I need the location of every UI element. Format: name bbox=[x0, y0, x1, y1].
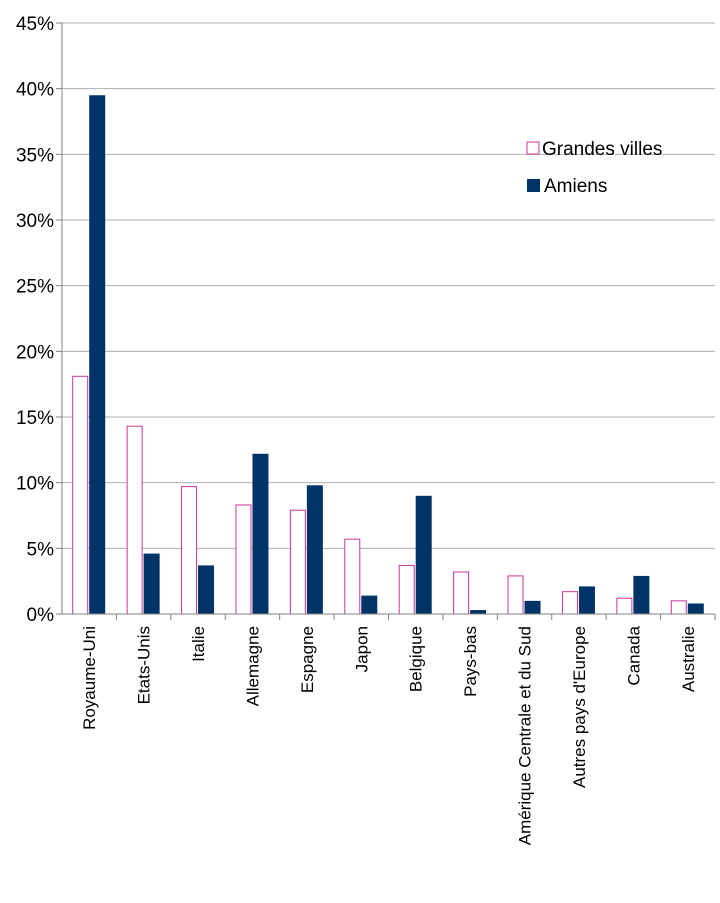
y-tick-label: 20% bbox=[16, 342, 54, 363]
y-tick-label: 5% bbox=[27, 539, 55, 560]
bar-grandes-villes bbox=[72, 375, 89, 615]
category-label: Espagne bbox=[298, 626, 317, 693]
bar-amiens bbox=[306, 485, 323, 614]
bar-grandes-villes bbox=[561, 591, 578, 615]
legend: Grandes villes Amiens bbox=[526, 139, 662, 197]
bar-grandes-villes bbox=[235, 504, 252, 615]
y-tick-label: 15% bbox=[16, 408, 54, 429]
y-tick-label: 25% bbox=[16, 277, 54, 298]
bar-amiens bbox=[470, 610, 487, 614]
bar-grandes-villes bbox=[289, 509, 306, 615]
y-tick-label: 35% bbox=[16, 145, 54, 166]
bar-amiens bbox=[633, 575, 650, 614]
bar-amiens bbox=[687, 603, 704, 614]
category-label: Canada bbox=[624, 625, 643, 685]
bar-amiens bbox=[415, 495, 432, 614]
category-label: Amérique Centrale et du Sud bbox=[516, 626, 535, 845]
y-tick-label: 10% bbox=[16, 474, 54, 495]
category-label: Italie bbox=[189, 626, 208, 662]
bar-grandes-villes bbox=[181, 486, 198, 615]
bars bbox=[72, 95, 704, 615]
legend-label-grandes-villes: Grandes villes bbox=[542, 139, 662, 160]
bar-amiens bbox=[252, 453, 269, 614]
gridlines bbox=[62, 22, 715, 549]
category-label: Etats-Unis bbox=[135, 626, 154, 704]
y-tick-label: 40% bbox=[16, 80, 54, 101]
bar-grandes-villes bbox=[398, 564, 415, 615]
bar-grandes-villes bbox=[126, 425, 143, 615]
category-label: Pays-bas bbox=[461, 626, 480, 697]
y-tick-label: 0% bbox=[27, 605, 55, 626]
bar-amiens bbox=[198, 565, 215, 614]
category-label: Belgique bbox=[407, 626, 426, 692]
bar-grandes-villes bbox=[344, 538, 361, 615]
bar-amiens bbox=[361, 595, 378, 614]
bar-amiens bbox=[524, 600, 541, 614]
bar-grandes-villes bbox=[507, 575, 524, 615]
bar-amiens bbox=[143, 553, 160, 614]
bar-grandes-villes bbox=[453, 571, 470, 615]
axes: 0% 5% 10% 15% 20% 25% 30% 35% 40% 45% Royaume-Uni E… bbox=[16, 14, 716, 845]
legend-label-amiens: Amiens bbox=[544, 176, 607, 197]
y-tick-label: 30% bbox=[16, 211, 54, 232]
category-label: Autres pays d'Europe bbox=[570, 626, 589, 788]
category-label: Japon bbox=[352, 626, 371, 672]
y-tick-label: 45% bbox=[16, 14, 54, 35]
bar-grandes-villes bbox=[670, 600, 687, 615]
category-label: Australie bbox=[679, 626, 698, 692]
legend-swatch-amiens bbox=[527, 179, 540, 192]
bar-grandes-villes bbox=[616, 597, 633, 615]
category-label: Royaume-Uni bbox=[80, 626, 99, 730]
bar-amiens bbox=[89, 95, 106, 614]
bar-amiens bbox=[578, 586, 595, 614]
category-label: Allemagne bbox=[243, 626, 262, 706]
legend-swatch-grandes-villes bbox=[526, 141, 540, 155]
